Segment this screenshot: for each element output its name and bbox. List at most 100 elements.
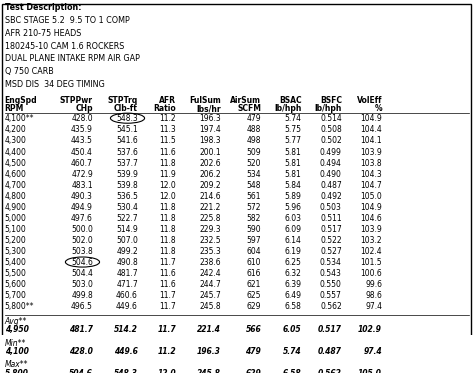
Text: 5.75: 5.75	[284, 125, 301, 134]
Text: 6.58: 6.58	[284, 303, 301, 311]
Text: 244.7: 244.7	[199, 280, 221, 289]
Text: 6.19: 6.19	[284, 247, 301, 256]
Text: RPM: RPM	[5, 104, 24, 113]
Text: 221.4: 221.4	[197, 325, 221, 334]
Text: 5,100: 5,100	[5, 225, 27, 234]
Text: lb/hph: lb/hph	[274, 104, 301, 113]
Text: 11.7: 11.7	[159, 291, 176, 300]
Text: 4,200: 4,200	[5, 125, 27, 134]
Text: Test Description:: Test Description:	[5, 3, 81, 12]
Text: 11.8: 11.8	[159, 247, 176, 256]
Text: 11.2: 11.2	[157, 347, 176, 356]
Text: 11.2: 11.2	[159, 115, 176, 123]
Text: 5,800**: 5,800**	[5, 303, 34, 311]
Text: 200.1: 200.1	[199, 148, 221, 157]
Text: 5.96: 5.96	[284, 203, 301, 212]
Text: 0.502: 0.502	[320, 137, 342, 145]
Text: 102.9: 102.9	[358, 325, 382, 334]
Text: 5,200: 5,200	[5, 236, 27, 245]
Text: 99.6: 99.6	[365, 280, 382, 289]
Text: 536.5: 536.5	[116, 192, 138, 201]
Text: Min**: Min**	[5, 339, 26, 348]
Text: 0.557: 0.557	[320, 291, 342, 300]
Text: 490.3: 490.3	[71, 192, 93, 201]
Text: 11.8: 11.8	[159, 159, 176, 167]
Text: 597: 597	[246, 236, 261, 245]
Text: 245.7: 245.7	[199, 291, 221, 300]
Text: 572: 572	[246, 203, 261, 212]
Text: 472.9: 472.9	[71, 170, 93, 179]
Text: 449.6: 449.6	[116, 303, 138, 311]
Text: 0.527: 0.527	[320, 247, 342, 256]
Text: 514.2: 514.2	[114, 325, 138, 334]
Text: 11.8: 11.8	[159, 236, 176, 245]
Text: 0.543: 0.543	[320, 269, 342, 278]
Text: 5.74: 5.74	[283, 347, 301, 356]
Text: 4,700: 4,700	[5, 181, 27, 190]
Text: EngSpd: EngSpd	[5, 96, 37, 105]
Text: 5.77: 5.77	[284, 137, 301, 145]
Text: 5.89: 5.89	[284, 192, 301, 201]
Text: 522.7: 522.7	[116, 214, 138, 223]
Text: 11.6: 11.6	[159, 280, 176, 289]
Text: 500.0: 500.0	[71, 225, 93, 234]
Text: 196.3: 196.3	[197, 347, 221, 356]
Text: BSFC: BSFC	[320, 96, 342, 105]
Text: 561: 561	[246, 192, 261, 201]
Text: Q 750 CARB: Q 750 CARB	[5, 67, 54, 76]
Text: 245.8: 245.8	[199, 303, 221, 311]
Text: 104.7: 104.7	[360, 181, 382, 190]
Text: 5,500: 5,500	[5, 269, 27, 278]
Text: 206.2: 206.2	[199, 170, 221, 179]
Text: 0.487: 0.487	[320, 181, 342, 190]
Text: 548: 548	[246, 181, 261, 190]
Text: 103.9: 103.9	[360, 225, 382, 234]
Text: SCFM: SCFM	[237, 104, 261, 113]
Text: 6.03: 6.03	[284, 214, 301, 223]
Text: 5,600: 5,600	[5, 280, 27, 289]
Text: 629: 629	[246, 369, 261, 373]
Text: 0.550: 0.550	[320, 280, 342, 289]
Text: 11.8: 11.8	[159, 225, 176, 234]
Text: 6.05: 6.05	[283, 325, 301, 334]
Text: 504.6: 504.6	[69, 369, 93, 373]
Text: 6.25: 6.25	[284, 258, 301, 267]
Text: 499.8: 499.8	[71, 291, 93, 300]
Text: 5,300: 5,300	[5, 247, 27, 256]
Text: 6.49: 6.49	[284, 291, 301, 300]
Text: 0.499: 0.499	[320, 148, 342, 157]
Text: 582: 582	[247, 214, 261, 223]
Text: 11.7: 11.7	[157, 325, 176, 334]
Text: 503.8: 503.8	[71, 247, 93, 256]
Text: 504.6: 504.6	[71, 258, 93, 267]
Text: 479: 479	[246, 115, 261, 123]
Text: 242.4: 242.4	[199, 269, 221, 278]
Text: 102.4: 102.4	[360, 247, 382, 256]
Text: 443.5: 443.5	[71, 137, 93, 145]
Text: 11.6: 11.6	[159, 148, 176, 157]
Text: 621: 621	[247, 280, 261, 289]
Text: 0.490: 0.490	[320, 170, 342, 179]
Text: 5,700: 5,700	[5, 291, 27, 300]
Text: 537.6: 537.6	[116, 148, 138, 157]
Text: 497.6: 497.6	[71, 214, 93, 223]
Text: 496.5: 496.5	[71, 303, 93, 311]
Text: 104.1: 104.1	[360, 137, 382, 145]
Text: 545.1: 545.1	[116, 125, 138, 134]
Text: 0.503: 0.503	[320, 203, 342, 212]
Text: 0.517: 0.517	[318, 325, 342, 334]
Text: 103.8: 103.8	[360, 159, 382, 167]
Text: 245.8: 245.8	[197, 369, 221, 373]
Text: lbs/hr: lbs/hr	[196, 104, 221, 113]
Text: 6.58: 6.58	[283, 369, 301, 373]
Text: 0.508: 0.508	[320, 125, 342, 134]
Text: 435.9: 435.9	[71, 125, 93, 134]
Text: 202.6: 202.6	[199, 159, 221, 167]
Text: 4,800: 4,800	[5, 192, 27, 201]
Text: 503.0: 503.0	[71, 280, 93, 289]
Text: 97.4: 97.4	[365, 303, 382, 311]
Text: 209.2: 209.2	[199, 181, 221, 190]
Text: 534: 534	[246, 170, 261, 179]
Text: 11.5: 11.5	[159, 137, 176, 145]
Text: 5.74: 5.74	[284, 115, 301, 123]
